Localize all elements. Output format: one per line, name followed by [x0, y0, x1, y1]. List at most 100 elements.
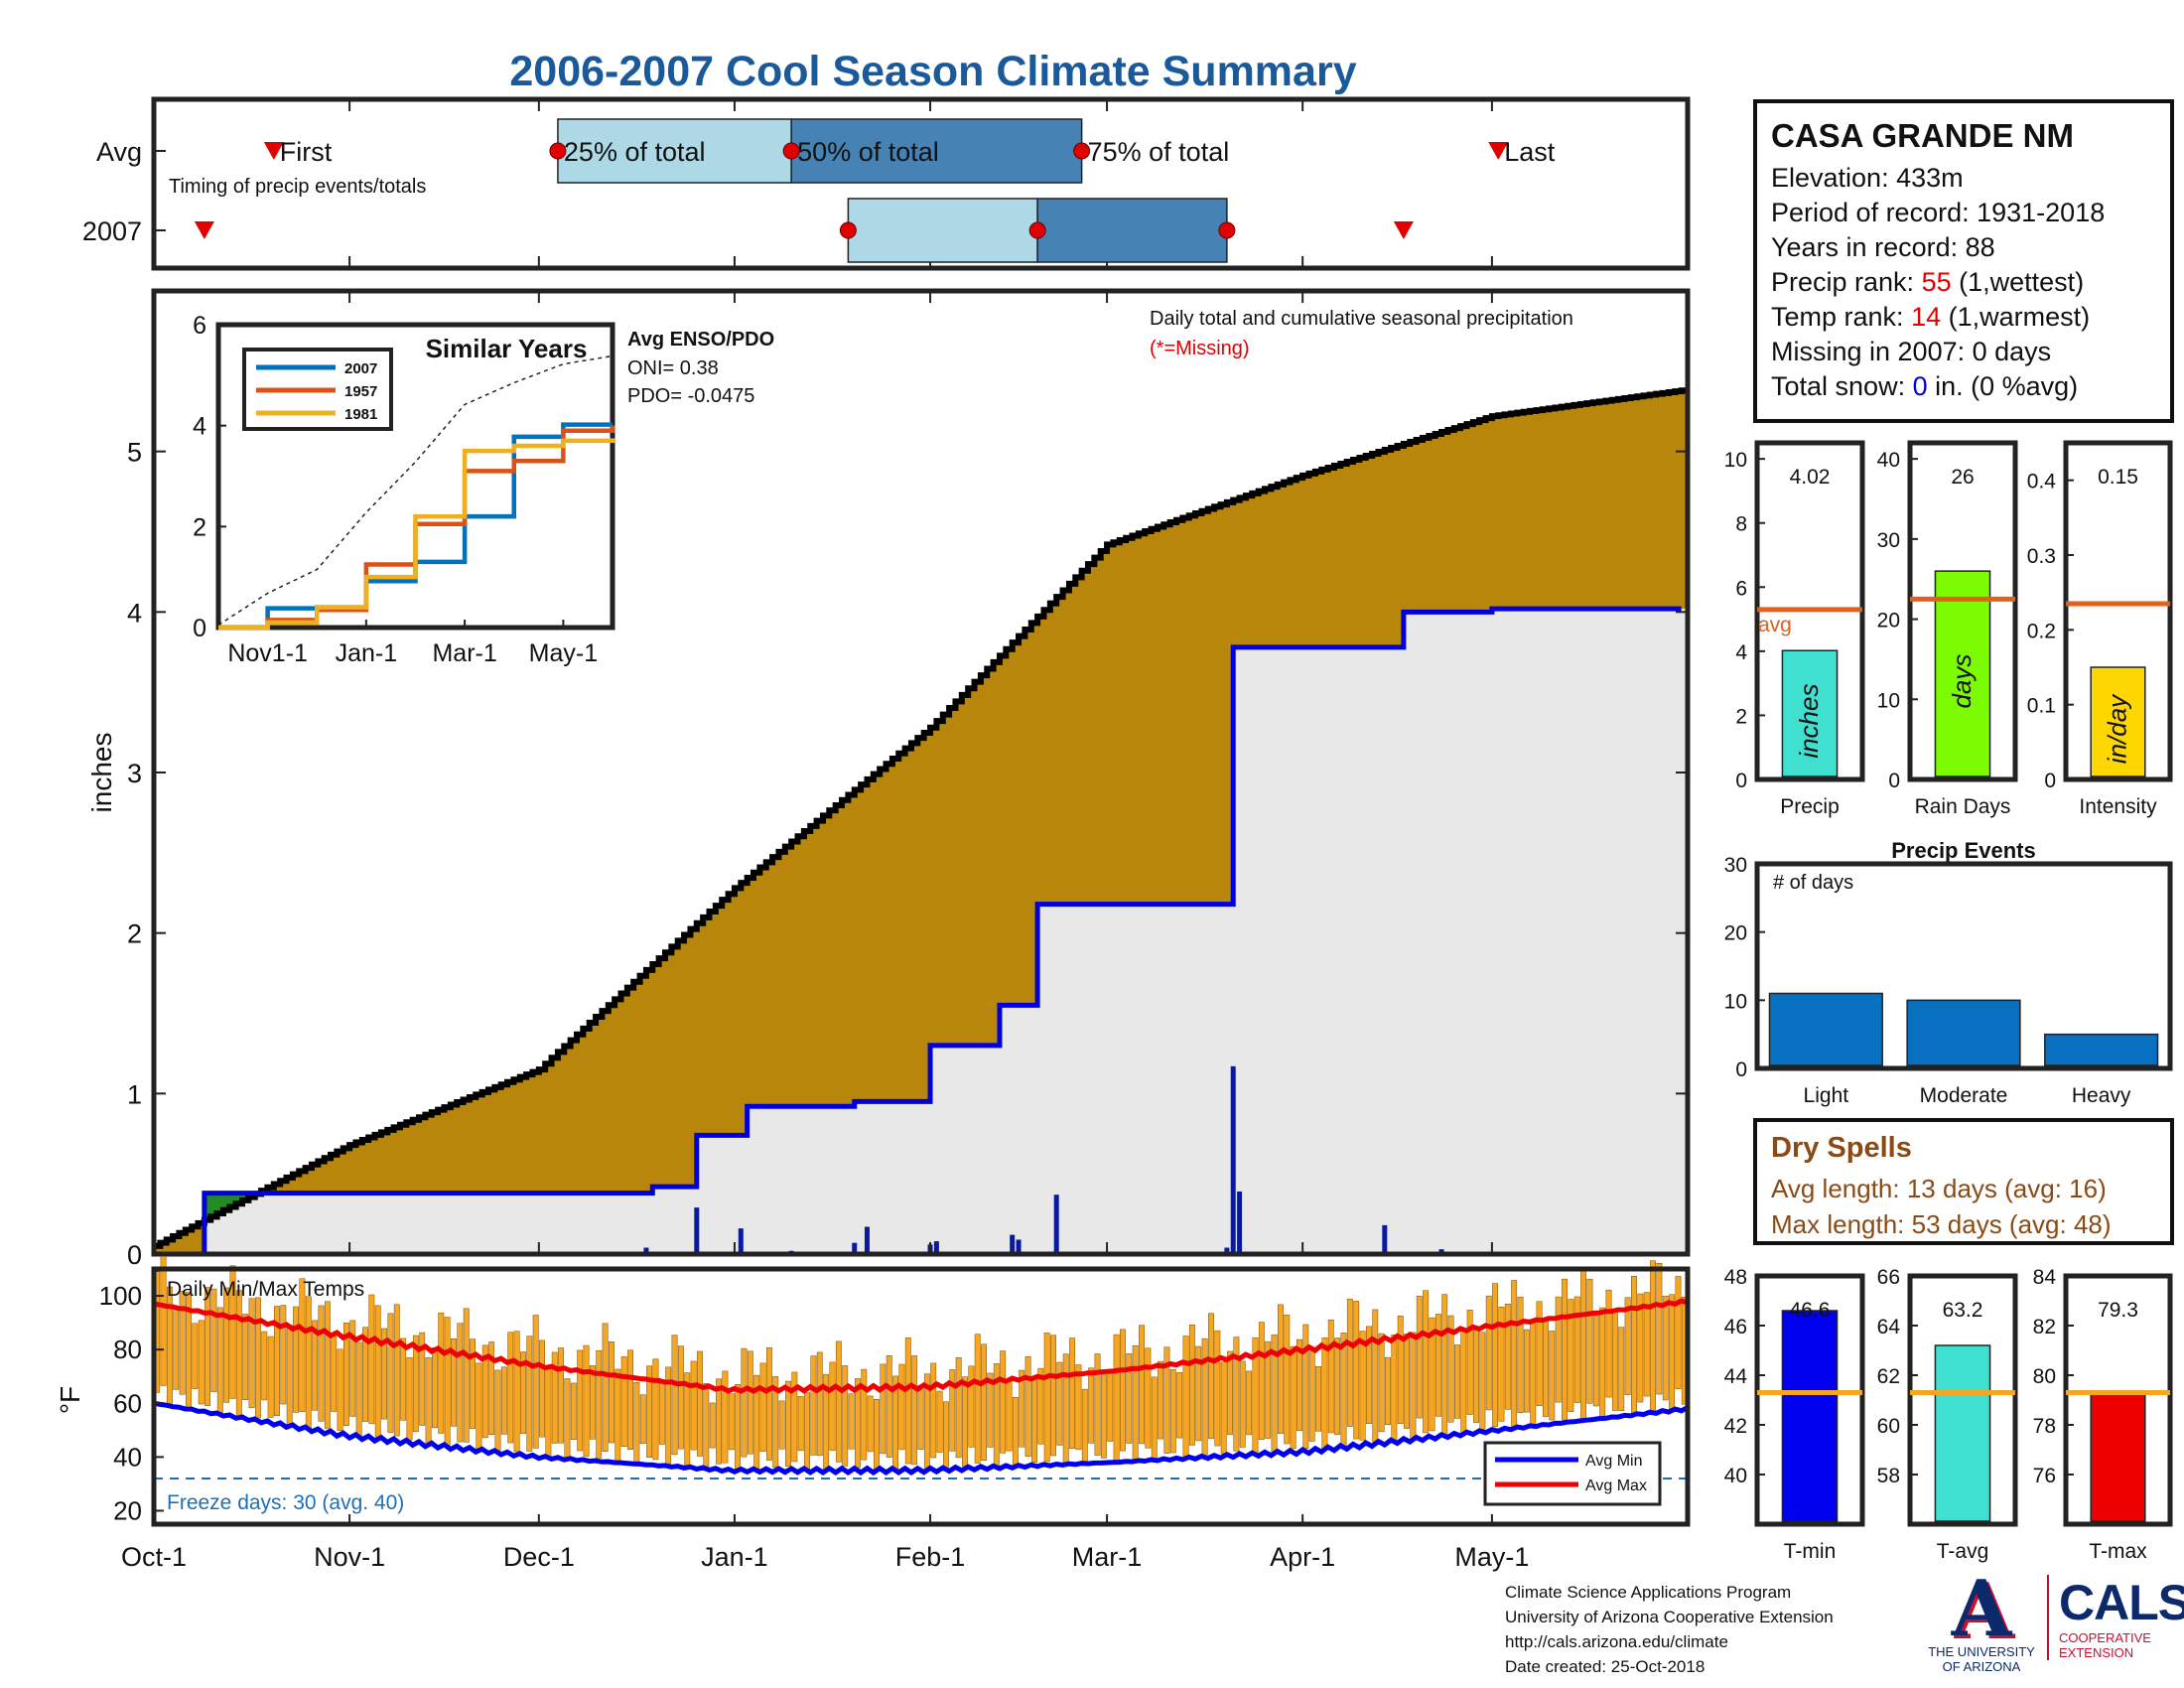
temp-x-tick-label: Jan-1 [701, 1542, 768, 1572]
cals-logo-sub-1: COOPERATIVE [2059, 1630, 2151, 1645]
temp-daily-bar [1555, 1296, 1562, 1403]
temp-daily-bar [1460, 1328, 1467, 1435]
temp-daily-bar [1662, 1295, 1669, 1401]
snow-prefix: Total snow: [1771, 371, 1913, 401]
temp-daily-bar [1466, 1310, 1473, 1415]
temp-daily-bar [596, 1349, 603, 1459]
temp-daily-bar [1498, 1307, 1505, 1422]
tmin_bar-value-label: 46.6 [1790, 1299, 1831, 1322]
credits-line-1: Climate Science Applications Program [1505, 1583, 1792, 1602]
cals-logo-sub-2: EXTENSION [2059, 1645, 2134, 1660]
temp-title: Daily Min/Max Temps [167, 1278, 364, 1301]
y-tick-label: 0 [127, 1240, 142, 1270]
temp-daily-bar [1132, 1344, 1139, 1462]
tmax_bar-tick-label: 82 [2033, 1316, 2056, 1338]
temp-daily-bar [1404, 1334, 1410, 1429]
temp-daily-bar [223, 1287, 230, 1403]
temp-daily-bar [1327, 1319, 1334, 1434]
timing-row-avg-label: Avg [96, 137, 142, 167]
temp-daily-bar [1176, 1371, 1183, 1439]
temp-daily-bar [1359, 1331, 1366, 1441]
temp-daily-bar [1365, 1326, 1372, 1424]
temp-daily-bar [432, 1347, 438, 1429]
temp-daily-bar [1246, 1370, 1253, 1436]
temp-daily-bar [173, 1308, 180, 1390]
temp-daily-bar [627, 1349, 633, 1451]
intensity_bar-tick-label: 0.4 [2027, 471, 2057, 493]
timing-marker [549, 142, 567, 160]
temp-daily-bar [1290, 1345, 1297, 1450]
temp-daily-bar [816, 1351, 823, 1457]
temp-daily-bar [545, 1366, 552, 1458]
timing-box-dark [1036, 198, 1228, 263]
tavg_bar-tick-label: 66 [1877, 1266, 1900, 1289]
temp-x-tick-label: Nov-1 [314, 1542, 385, 1572]
temp-daily-bar [242, 1314, 249, 1401]
temp-daily-bar [476, 1362, 482, 1450]
temp-daily-bar [267, 1336, 274, 1418]
precip-events-category: Moderate [1920, 1084, 2008, 1107]
temp-daily-bar [1315, 1366, 1321, 1432]
rain_days_bar-tick-label: 10 [1877, 689, 1900, 712]
precip-events-bar [1906, 999, 2021, 1066]
temp-daily-bar [716, 1378, 722, 1465]
similar-x-tick-label: Jan-1 [336, 639, 398, 667]
temp-daily-bar [917, 1385, 924, 1450]
precip-events-annotation: # of days [1773, 872, 1853, 894]
temp-daily-bar [759, 1362, 766, 1452]
intensity_bar-tick-label: 0.1 [2027, 695, 2056, 718]
temp-legend-min-label: Avg Min [1585, 1453, 1643, 1470]
temp-daily-bar [1037, 1367, 1044, 1445]
precip_bar-bar-text: inches [1794, 684, 1824, 759]
timing-box-dark [790, 118, 1083, 184]
ua-logo-text-1: THE UNIVERSITY [1928, 1644, 2035, 1659]
temp-x-tick-label: Mar-1 [1072, 1542, 1143, 1572]
tmin_bar-bar [1781, 1310, 1839, 1522]
temp-daily-bar [609, 1341, 614, 1444]
temp-daily-bar [1573, 1296, 1580, 1403]
temp-daily-bar [362, 1327, 368, 1422]
temp-daily-bar [286, 1325, 293, 1426]
similar-y-tick-label: 2 [193, 513, 206, 541]
temp-daily-bar [1599, 1307, 1606, 1418]
temp-daily-bar [470, 1338, 477, 1429]
tmin_bar-tick-label: 42 [1724, 1415, 1747, 1438]
rain_days_bar-tick-label: 0 [1888, 770, 1900, 792]
temp-daily-bar [324, 1301, 331, 1429]
temp-daily-bar [602, 1323, 609, 1453]
temp-daily-bar [1624, 1297, 1631, 1395]
below-2007-area [154, 609, 1688, 1254]
temp-daily-bar [1069, 1337, 1076, 1449]
temp-daily-bar [658, 1379, 665, 1445]
tmax_bar-tick-label: 76 [2033, 1465, 2056, 1487]
temp-daily-bar [1549, 1331, 1556, 1421]
tmax_bar-category-label: T-max [2089, 1540, 2147, 1563]
daily-precip-bar [738, 1228, 744, 1254]
temp-daily-bar [886, 1355, 892, 1458]
y-tick-label: 3 [127, 759, 142, 788]
similar-avg-line [217, 354, 614, 627]
precip-events-category: Light [1804, 1084, 1849, 1107]
credits-line-3[interactable]: http://cals.arizona.edu/climate [1505, 1632, 1728, 1651]
daily-precip-bar [1230, 1065, 1236, 1254]
y-tick-label: 5 [127, 438, 142, 468]
temp-daily-bar [1447, 1315, 1454, 1423]
tavg_bar-category-label: T-avg [1937, 1540, 1989, 1563]
temp-daily-bar [368, 1294, 375, 1425]
temp-daily-bar [1517, 1296, 1524, 1413]
precip-rank-prefix: Precip rank: [1771, 267, 1922, 297]
precip-events-tick-label: 30 [1724, 854, 1747, 877]
precip_bar-tick-label: 10 [1724, 449, 1747, 472]
precip-events-tick-label: 20 [1724, 922, 1747, 945]
temp-y-tick-label: 20 [113, 1495, 142, 1525]
daily-precip-bar [852, 1242, 858, 1254]
temp-daily-bar [735, 1384, 742, 1471]
tmin_bar-category-label: T-min [1784, 1540, 1837, 1563]
temp-daily-bar [1094, 1353, 1101, 1456]
temp-daily-bar [747, 1350, 753, 1455]
temp-rank-prefix: Temp rank: [1771, 302, 1912, 332]
tavg_bar-bar [1934, 1344, 1991, 1522]
similar-y-tick-label: 0 [193, 615, 206, 642]
temp-daily-bar [1158, 1360, 1164, 1440]
temp-daily-bar [943, 1401, 949, 1471]
